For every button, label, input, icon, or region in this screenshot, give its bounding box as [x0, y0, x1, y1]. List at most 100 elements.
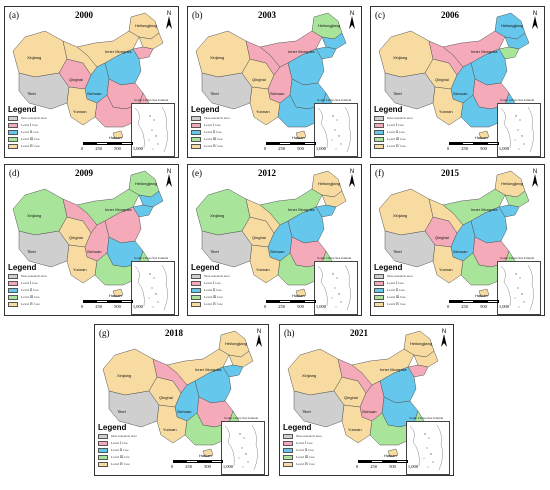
legend-item: Level Ⅰ Cee: [374, 122, 444, 128]
north-arrow-icon: N: [256, 329, 262, 347]
province-label: Xinjiang: [393, 213, 408, 218]
legend-swatch: [191, 287, 201, 293]
province-label: Hainan: [292, 293, 305, 298]
legend: Legend Non-research area Level Ⅰ Cee Level…: [374, 105, 444, 150]
south-china-sea-inset: South China Sea Islands: [221, 416, 265, 475]
legend-label: Level Ⅱ Cee: [387, 130, 405, 134]
region-hainan: [478, 130, 490, 140]
legend-swatch: [374, 273, 384, 279]
scale-tick: 500: [297, 304, 304, 309]
china-map: [195, 12, 347, 140]
inset-label: South China Sea Islands: [317, 98, 352, 102]
legend-title: Legend: [8, 105, 37, 114]
legend-label: Level Ⅱ Cee: [204, 130, 222, 134]
legend-label: Non-research area: [387, 116, 413, 120]
legend-swatch: [191, 280, 201, 286]
legend-swatch: [98, 461, 108, 467]
south-china-sea-inset: South China Sea Islands: [497, 98, 541, 157]
north-arrow-icon: N: [532, 169, 538, 187]
legend: Legend Non-research area Level Ⅰ Cee Level…: [8, 105, 78, 150]
legend-item: Level Ⅲ Cee: [283, 454, 353, 460]
province-label: Hainan: [475, 293, 488, 298]
legend-title: Legend: [374, 263, 403, 272]
legend-label: Level Ⅲ Cee: [387, 137, 406, 141]
inset-label: South China Sea Islands: [500, 256, 535, 260]
north-arrow-icon: N: [441, 329, 447, 347]
south-china-sea-inset: South China Sea Islands: [131, 98, 175, 157]
scale-tick: 500: [389, 464, 396, 469]
legend: Legend Non-research area Level Ⅰ Cee Level…: [191, 263, 261, 308]
scale-tick: 250: [95, 304, 103, 309]
province-label: Heilongjiang: [501, 23, 524, 28]
legend-label: Level Ⅲ Cee: [296, 455, 315, 459]
province-label: Yunnan: [73, 267, 87, 272]
legend-label: Level Ⅰ Cee: [204, 123, 221, 127]
china-map: [287, 330, 439, 458]
legend-swatch: [8, 273, 18, 279]
province-label: Tibet: [393, 91, 402, 96]
legend-swatch: [8, 287, 18, 293]
province-label: Inner Mongolia: [105, 49, 132, 54]
province-label: Xinjiang: [117, 373, 132, 378]
legend-label: Non-research area: [387, 274, 413, 278]
north-label: N: [167, 11, 171, 17]
legend-item: Level Ⅲ Cee: [374, 136, 444, 142]
legend-label: Level Ⅱ Cee: [387, 288, 405, 292]
legend-label: Level Ⅰ Cee: [21, 281, 38, 285]
legend-label: Non-research area: [21, 116, 47, 120]
province-label: Tibet: [210, 91, 219, 96]
north-label: N: [350, 169, 354, 175]
scale-tick: 0: [264, 304, 267, 309]
islands-icon: [224, 424, 258, 471]
legend-swatch: [374, 136, 384, 142]
legend-title: Legend: [191, 105, 220, 114]
legend-swatch: [8, 115, 18, 121]
legend-swatch: [374, 129, 384, 135]
province-label: Tibet: [117, 409, 126, 414]
scale-tick: 250: [461, 146, 469, 151]
region-hainan: [478, 288, 490, 298]
scale-tick: 1,000: [498, 146, 509, 151]
province-label: Yunnan: [256, 267, 270, 272]
scale-tick: 500: [480, 304, 487, 309]
region-xinjiang: [12, 30, 68, 78]
north-label: N: [533, 11, 537, 17]
legend-swatch: [374, 280, 384, 286]
legend-swatch: [8, 280, 18, 286]
panel-label: (c): [375, 10, 385, 20]
province-label: Heilongjiang: [318, 181, 341, 186]
legend-swatch: [191, 122, 201, 128]
legend-swatch: [283, 447, 293, 453]
scale-ticks: 0 250 500 1,000: [447, 146, 509, 151]
legend-item: Level Ⅱ Cee: [191, 129, 261, 135]
legend-swatch: [98, 440, 108, 446]
province-label: Inner Mongolia: [288, 49, 315, 54]
inset-label: South China Sea Islands: [134, 256, 169, 260]
province-label: Tibet: [393, 249, 402, 254]
scale-tick: 250: [185, 464, 193, 469]
islands-icon: [500, 264, 534, 311]
legend-label: Level Ⅱ Cee: [204, 288, 222, 292]
china-map: [12, 170, 164, 298]
province-label: Yunnan: [439, 109, 453, 114]
panel-year: 2015: [441, 168, 459, 178]
province-label: Inner Mongolia: [380, 367, 407, 372]
province-label: Sichuan: [270, 249, 285, 254]
south-china-sea-inset: South China Sea Islands: [131, 256, 175, 315]
scale-tick: 1,000: [498, 304, 509, 309]
inset-label: South China Sea Islands: [134, 98, 169, 102]
legend-swatch: [8, 129, 18, 135]
province-label: Sichuan: [270, 91, 285, 96]
province-label: Sichuan: [453, 91, 468, 96]
scale-ticks: 0 250 500 1,000: [264, 304, 326, 309]
map-panel: (f) 2015 N Legend Non-research area Level…: [370, 164, 545, 316]
region-xinjiang: [195, 30, 251, 78]
legend-label: Level Ⅳ Cee: [21, 302, 40, 306]
legend-label: Level Ⅳ Cee: [21, 144, 40, 148]
legend-label: Level Ⅳ Cee: [111, 462, 130, 466]
province-label: Tibet: [302, 409, 311, 414]
province-label: Heilongjiang: [135, 181, 158, 186]
panel-year: 2003: [258, 10, 276, 20]
legend-swatch: [191, 136, 201, 142]
province-label: Qinghai: [252, 235, 266, 240]
